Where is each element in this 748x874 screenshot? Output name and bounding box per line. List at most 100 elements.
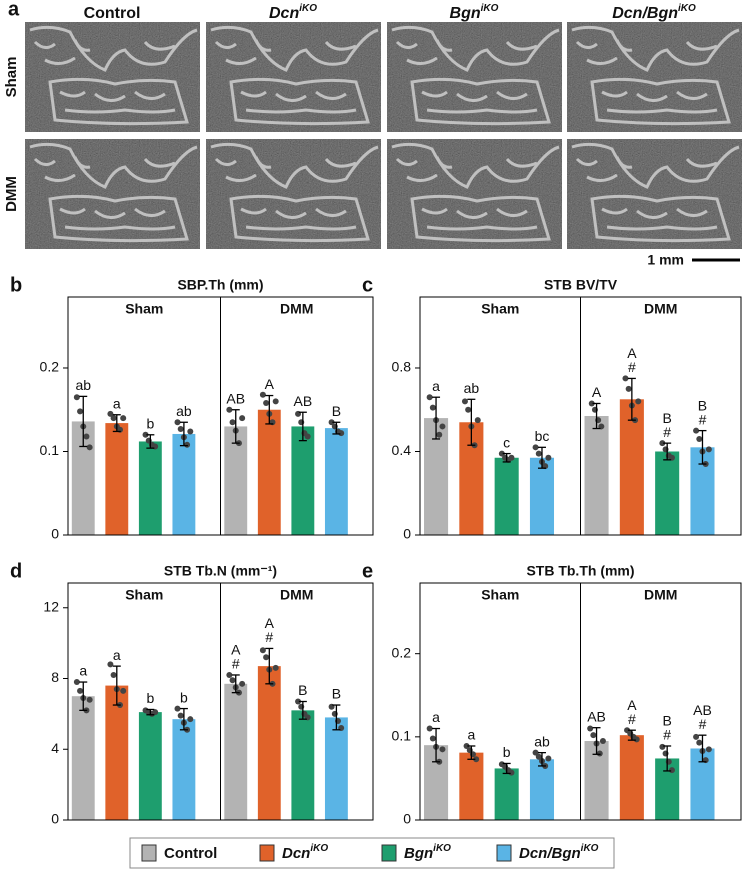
y-tick-label: 12 [43, 598, 59, 614]
bar [138, 441, 162, 535]
column-label: DcniKO [269, 3, 317, 22]
data-point [535, 753, 542, 760]
panel-label: e [362, 560, 373, 582]
panel-label: b [10, 274, 22, 296]
data-point [439, 423, 446, 430]
ct-image [206, 22, 381, 132]
legend-label: Dcn/BgniKO [519, 843, 599, 862]
group-letter: a [79, 663, 87, 679]
data-point [693, 733, 700, 740]
group-label: Sham [125, 301, 163, 317]
data-point [226, 406, 233, 413]
group-letter: A [265, 615, 275, 631]
bar [494, 457, 519, 535]
group-letter: AB [294, 393, 313, 409]
group-letter: b [180, 689, 188, 705]
data-point [259, 391, 266, 398]
data-point [535, 450, 542, 457]
scale-bar-label: 1 mm [647, 252, 684, 268]
data-point [465, 406, 472, 413]
data-point [659, 743, 666, 750]
data-point [705, 446, 712, 453]
data-point [587, 725, 594, 732]
y-tick-label: 0.4 [392, 442, 412, 458]
plot-frame [67, 296, 374, 536]
y-tick-label: 0.8 [392, 359, 412, 375]
legend-swatch [381, 844, 397, 862]
data-point [83, 433, 90, 440]
data-point [77, 687, 84, 694]
data-point [328, 419, 335, 426]
legend-swatch [259, 844, 275, 862]
data-point [545, 454, 552, 461]
group-letter: ab [75, 377, 91, 393]
group-letter: a [113, 395, 121, 411]
data-point [508, 454, 515, 461]
data-point [177, 425, 184, 432]
bar [584, 416, 609, 535]
data-point [110, 671, 117, 678]
legend-label: DcniKO [282, 843, 328, 862]
data-point [174, 419, 181, 426]
data-point [705, 746, 712, 753]
label-text: Dcn/Bgn [519, 845, 581, 862]
label-text: Control [164, 845, 217, 862]
y-tick-label: 0.2 [40, 359, 60, 375]
significance-mark: # [628, 711, 636, 727]
data-point [272, 664, 279, 671]
ct-image [25, 139, 200, 249]
row-label: Sham [3, 57, 20, 98]
column-label: BgniKO [450, 3, 499, 22]
legend-label: Control [164, 845, 217, 862]
group-letter: A [265, 376, 275, 392]
legend-swatch [496, 844, 512, 862]
bar [138, 712, 162, 820]
ct-image [25, 22, 200, 132]
label-superscript: iKO [299, 3, 317, 14]
group-label: Sham [481, 301, 519, 317]
bar [257, 666, 281, 820]
y-tick-label: 0 [403, 526, 411, 542]
group-letter: ab [464, 380, 480, 396]
ct-image [206, 139, 381, 249]
chart-title: STB Tb.N (mm⁻¹) [164, 563, 277, 579]
data-point [110, 415, 117, 422]
data-point [426, 394, 433, 401]
data-point [239, 680, 246, 687]
panel-label: a [8, 0, 20, 20]
data-point [588, 400, 595, 407]
group-letter: bc [535, 428, 550, 444]
data-point [272, 398, 279, 405]
plot-frame [419, 582, 742, 821]
legend-swatch [141, 844, 157, 862]
label-superscript: iKO [310, 843, 328, 854]
group-letter: B [698, 397, 707, 413]
group-letter: B [662, 410, 671, 426]
data-point [73, 394, 80, 401]
data-point [668, 767, 675, 774]
group-letter: A [627, 697, 637, 713]
label-text: Control [84, 5, 141, 22]
bar [257, 409, 281, 535]
data-point [633, 736, 640, 743]
legend-label: BgniKO [404, 843, 451, 862]
bar [529, 457, 555, 535]
group-letter: B [332, 403, 341, 419]
significance-mark: # [699, 716, 707, 732]
group-letter: B [662, 713, 671, 729]
bar [172, 719, 196, 820]
bar [224, 426, 248, 535]
bar [172, 433, 196, 535]
bar [324, 717, 348, 820]
group-letter: B [298, 682, 307, 698]
data-point [429, 404, 436, 411]
data-point [473, 756, 480, 763]
y-tick-label: 0 [51, 526, 59, 542]
label-text: Bgn [404, 845, 433, 862]
y-tick-label: 0.1 [40, 442, 60, 458]
data-point [463, 742, 470, 749]
y-tick-label: 0.2 [392, 644, 412, 660]
data-point [229, 677, 236, 684]
data-point [498, 450, 505, 457]
data-point [622, 375, 629, 382]
